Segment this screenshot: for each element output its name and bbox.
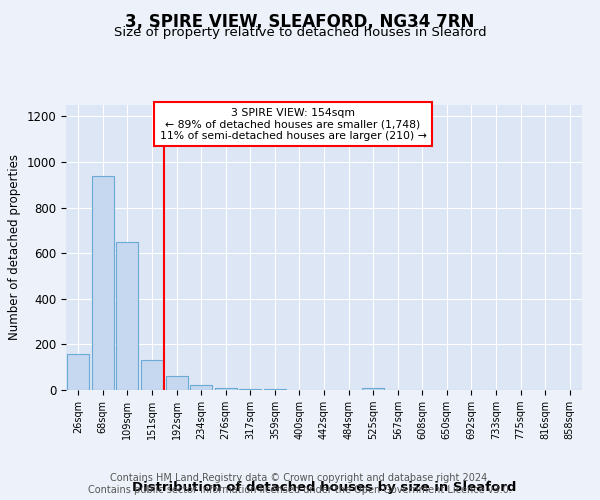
X-axis label: Distribution of detached houses by size in Sleaford: Distribution of detached houses by size … [132,481,516,494]
Bar [141,360,163,390]
Bar [92,176,114,390]
Bar [362,388,384,390]
Bar [215,388,237,390]
Bar [116,242,139,390]
Bar [67,354,89,390]
Bar [190,386,212,390]
Bar [239,389,262,390]
Text: Size of property relative to detached houses in Sleaford: Size of property relative to detached ho… [113,26,487,39]
Text: 3, SPIRE VIEW, SLEAFORD, NG34 7RN: 3, SPIRE VIEW, SLEAFORD, NG34 7RN [125,12,475,30]
Text: 3 SPIRE VIEW: 154sqm
← 89% of detached houses are smaller (1,748)
11% of semi-de: 3 SPIRE VIEW: 154sqm ← 89% of detached h… [160,108,427,141]
Bar [264,389,286,390]
Text: Contains HM Land Registry data © Crown copyright and database right 2024.
Contai: Contains HM Land Registry data © Crown c… [88,474,512,495]
Bar [166,376,188,390]
Y-axis label: Number of detached properties: Number of detached properties [8,154,21,340]
